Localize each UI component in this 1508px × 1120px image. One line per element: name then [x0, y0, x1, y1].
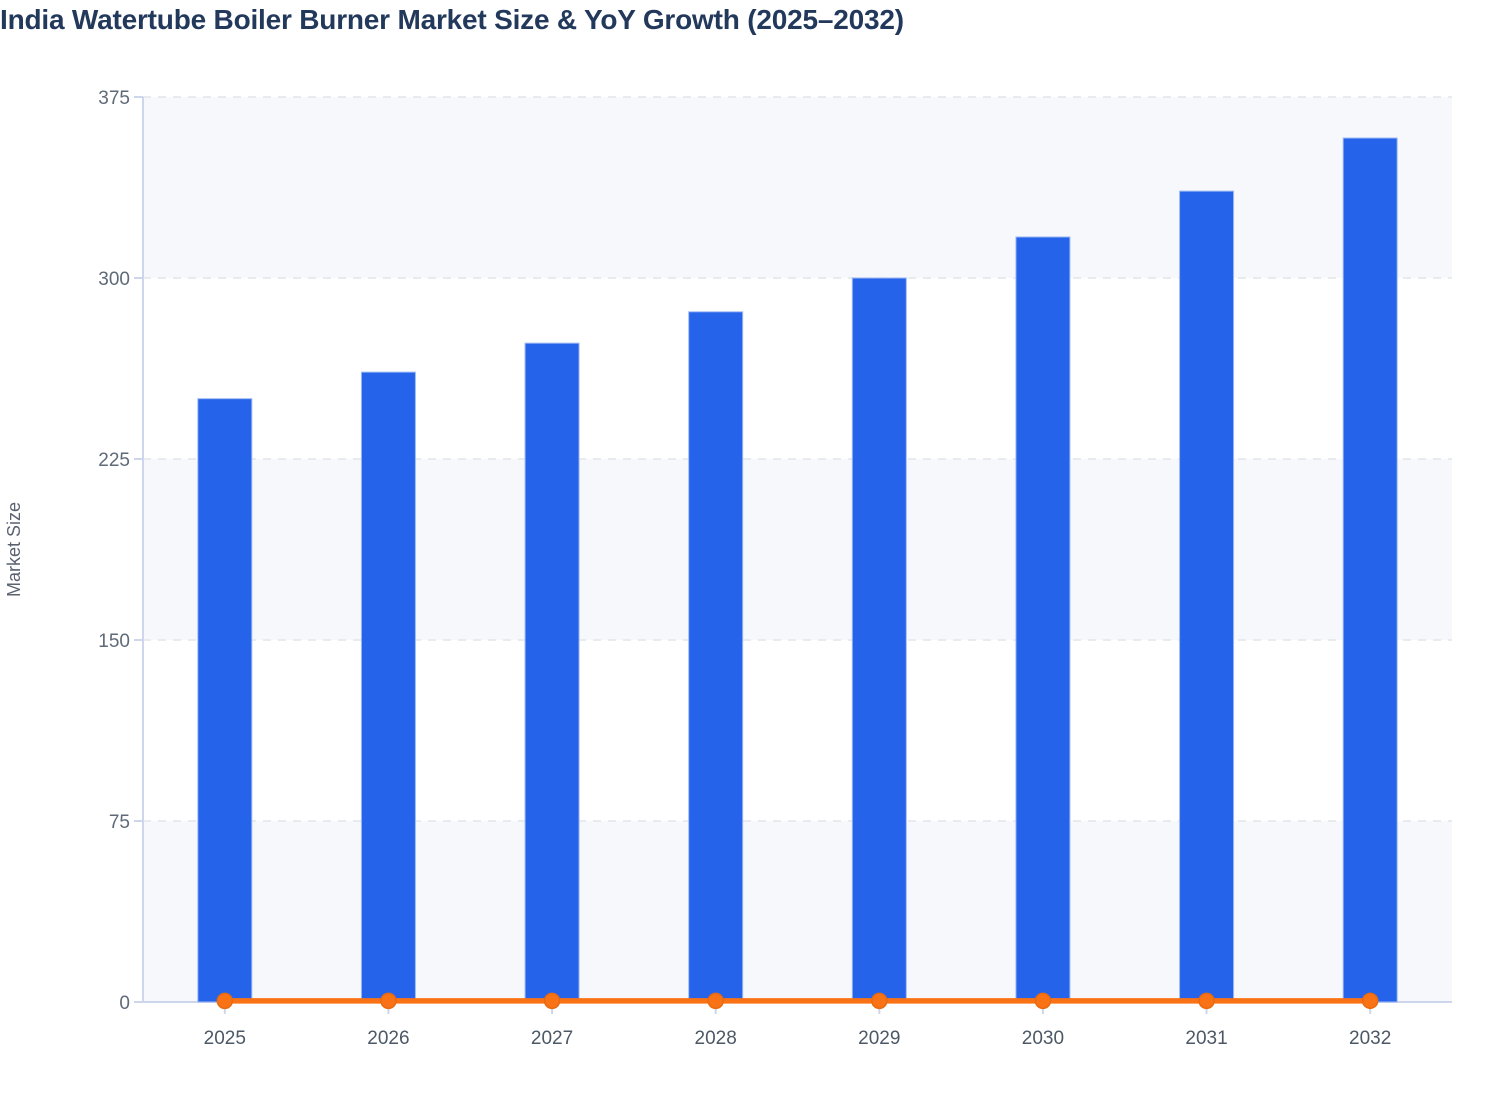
x-tick-label-2026: 2026 [367, 1028, 409, 1049]
bar-2027[interactable] [524, 342, 580, 1003]
bar-2032[interactable] [1342, 137, 1398, 1003]
bar-2025[interactable] [197, 398, 253, 1003]
x-tick-label-2029: 2029 [858, 1028, 900, 1049]
yoy-marker-2031[interactable] [1198, 992, 1215, 1010]
yoy-marker-2032[interactable] [1361, 992, 1379, 1010]
x-tick-label-2032: 2032 [1349, 1028, 1391, 1049]
yoy-marker-2029[interactable] [871, 992, 888, 1010]
x-tick-label-2027: 2027 [531, 1028, 573, 1049]
plot-band [143, 97, 1452, 278]
y-tick-label-75: 75 [109, 812, 130, 833]
yoy-marker-2030[interactable] [1034, 992, 1052, 1010]
y-axis-title: Market Size [4, 502, 24, 597]
yoy-marker-2026[interactable] [380, 992, 397, 1010]
yoy-marker-2027[interactable] [543, 992, 561, 1010]
y-tick-label-300: 300 [98, 269, 130, 290]
x-tick-label-2031: 2031 [1185, 1028, 1227, 1049]
plot-band [143, 821, 1452, 1002]
x-tick-label-2030: 2030 [1022, 1028, 1064, 1049]
yoy-marker-2028[interactable] [707, 992, 724, 1010]
yoy-marker-2025[interactable] [216, 992, 234, 1010]
y-tick-label-375: 375 [98, 88, 130, 109]
bar-2029[interactable] [851, 277, 907, 1003]
bar-2026[interactable] [360, 371, 416, 1003]
bar-2030[interactable] [1015, 236, 1071, 1003]
bar-2031[interactable] [1179, 190, 1235, 1003]
y-tick-label-150: 150 [98, 631, 130, 652]
plot-band [143, 459, 1452, 640]
x-tick-label-2028: 2028 [695, 1028, 737, 1049]
x-tick-label-2025: 2025 [204, 1028, 246, 1049]
bar-2028[interactable] [688, 311, 744, 1003]
y-tick-label-0: 0 [119, 993, 130, 1014]
y-tick-label-225: 225 [98, 450, 130, 471]
chart-title: India Watertube Boiler Burner Market Siz… [0, 4, 904, 35]
